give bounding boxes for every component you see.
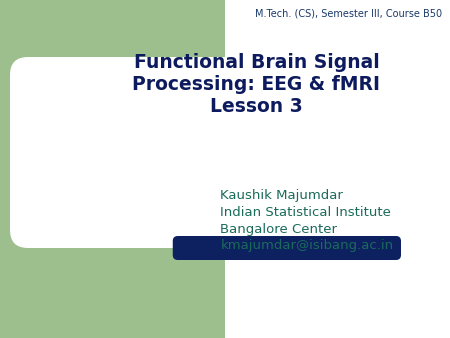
Text: Bangalore Center: Bangalore Center (220, 222, 338, 236)
Text: Indian Statistical Institute: Indian Statistical Institute (220, 206, 392, 218)
Text: M.Tech. (CS), Semester III, Course B50: M.Tech. (CS), Semester III, Course B50 (255, 8, 442, 18)
FancyBboxPatch shape (173, 236, 401, 260)
Text: Processing: EEG & fMRI: Processing: EEG & fMRI (132, 74, 381, 94)
FancyBboxPatch shape (10, 57, 441, 248)
Bar (0, 0, 225, 338)
Text: Functional Brain Signal: Functional Brain Signal (134, 52, 379, 72)
Text: kmajumdar@isibang.ac.in: kmajumdar@isibang.ac.in (220, 240, 394, 252)
Text: Kaushik Majumdar: Kaushik Majumdar (220, 189, 343, 201)
Text: Lesson 3: Lesson 3 (210, 97, 303, 116)
